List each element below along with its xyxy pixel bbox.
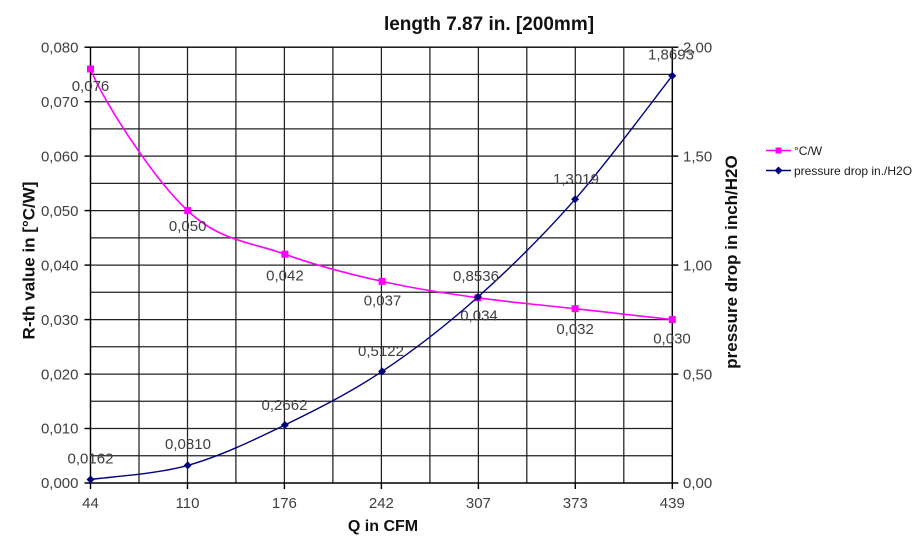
svg-text:0,060: 0,060 [41,148,79,165]
svg-text:0,000: 0,000 [41,475,79,492]
svg-text:0,50: 0,50 [683,366,712,383]
svg-text:439: 439 [660,495,685,512]
svg-text:0,050: 0,050 [169,218,207,235]
svg-text:°C/W: °C/W [794,144,823,158]
svg-text:0,034: 0,034 [460,308,498,325]
svg-text:0,020: 0,020 [41,366,79,383]
svg-text:0,040: 0,040 [41,257,79,274]
svg-text:1,8693: 1,8693 [648,47,694,64]
svg-text:pressure drop in./H2O: pressure drop in./H2O [794,164,912,178]
svg-text:110: 110 [176,495,200,512]
svg-text:0,032: 0,032 [556,321,594,338]
svg-text:0,0810: 0,0810 [165,436,211,453]
svg-text:0,030: 0,030 [653,331,691,348]
svg-text:0,042: 0,042 [266,268,304,285]
svg-text:0,010: 0,010 [41,421,79,438]
svg-text:0,5122: 0,5122 [358,343,404,360]
svg-text:176: 176 [272,495,297,512]
svg-text:307: 307 [466,495,491,512]
svg-text:0,2662: 0,2662 [262,397,308,414]
svg-text:44: 44 [82,495,99,512]
svg-text:373: 373 [563,495,588,512]
svg-text:pressure drop in inch/H2O: pressure drop in inch/H2O [722,155,741,369]
svg-text:R-th value in [°C/W]: R-th value in [°C/W] [20,182,39,340]
svg-text:0,00: 0,00 [683,475,712,492]
svg-text:0,070: 0,070 [41,94,79,111]
svg-text:0,8536: 0,8536 [453,268,499,285]
svg-text:1,00: 1,00 [683,257,712,274]
svg-text:0,050: 0,050 [41,203,79,220]
svg-text:1,3019: 1,3019 [553,171,599,188]
svg-text:0,080: 0,080 [41,39,79,56]
svg-text:242: 242 [369,495,394,512]
svg-text:0,030: 0,030 [41,312,79,329]
svg-text:length 7.87 in. [200mm]: length 7.87 in. [200mm] [384,14,594,35]
svg-text:Q in CFM: Q in CFM [348,518,418,535]
svg-text:0,076: 0,076 [72,78,110,95]
svg-text:1,50: 1,50 [683,148,712,165]
svg-text:0,0162: 0,0162 [68,451,114,468]
svg-text:2,00: 2,00 [683,39,712,56]
svg-text:0,037: 0,037 [364,293,402,310]
